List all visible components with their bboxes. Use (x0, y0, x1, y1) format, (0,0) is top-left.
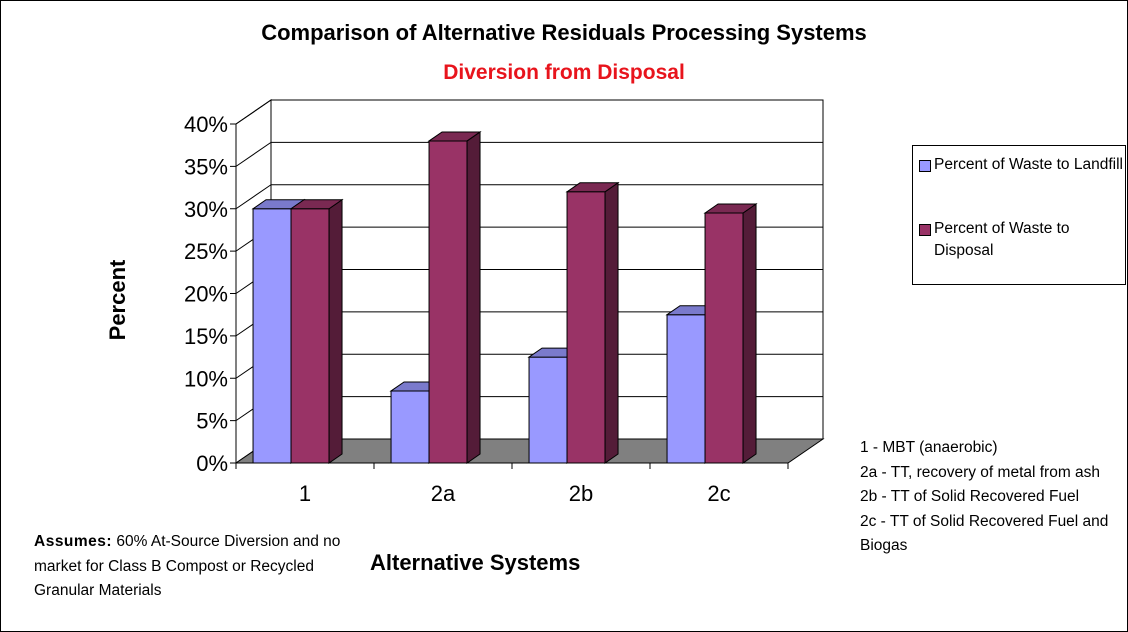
y-tick-label: 35% (184, 154, 228, 179)
x-axis-label: Alternative Systems (370, 550, 581, 575)
gridline-side (235, 141, 272, 167)
y-tick-label: 10% (184, 366, 228, 391)
gridline-side (235, 184, 272, 210)
bar-disposal-2a (427, 130, 482, 464)
bar-top (289, 199, 344, 210)
x-tick-label: 2c (707, 481, 730, 506)
legend-item-landfill: Percent of Waste to Landfill (919, 154, 1124, 176)
y-tick-label: 5% (196, 409, 228, 434)
y-tick-label: 25% (184, 239, 228, 264)
x-tick-label: 2a (431, 481, 456, 506)
bar-side (328, 198, 343, 464)
assumes-label: Assumes: (34, 533, 113, 550)
y-tick-label: 20% (184, 282, 228, 307)
bar-front (252, 208, 292, 464)
note-1: 1 - MBT (anaerobic) (860, 439, 998, 456)
x-tick-label: 1 (299, 481, 311, 506)
bar-disposal-2b (565, 181, 620, 464)
system-notes: 1 - MBT (anaerobic) 2a - TT, recovery of… (860, 436, 1122, 559)
assumes-text: 60% At-Source Diversion and no market fo… (34, 533, 341, 599)
assumptions-note: Assumes: 60% At-Source Diversion and no … (34, 530, 344, 604)
bar-front (428, 140, 468, 464)
y-tick-label: 15% (184, 324, 228, 349)
legend-swatch-disposal (919, 224, 931, 236)
y-tick-label: 40% (184, 112, 228, 137)
note-2a: 2a - TT, recovery of metal from ash (860, 463, 1101, 481)
chart-legend: Percent of Waste to Landfill Percent of … (912, 145, 1126, 285)
legend-label-disposal: Percent of Waste to Disposal (934, 220, 1070, 259)
bar-disposal-1 (289, 198, 344, 464)
bar-front (566, 191, 606, 464)
gridline-side (235, 99, 272, 125)
note-2c: 2c - TT of Solid Recovered Fuel and Biog… (860, 512, 1109, 555)
bar-front (528, 356, 568, 464)
bar-front (704, 212, 744, 464)
note-2b: 2b - TT of Solid Recovered Fuel (860, 488, 1080, 505)
bar-front (290, 208, 330, 464)
y-tick-label: 0% (196, 451, 228, 476)
bar-top (427, 131, 482, 142)
legend-swatch-landfill (919, 160, 931, 172)
y-axis-label: Percent (105, 259, 130, 341)
bar-front (666, 314, 706, 464)
x-tick-label: 2b (569, 481, 593, 506)
y-tick-label: 30% (184, 197, 228, 222)
chart-title: Comparison of Alternative Residuals Proc… (261, 20, 867, 45)
bar-disposal-2c (703, 203, 758, 464)
chart-subtitle: Diversion from Disposal (443, 61, 685, 84)
bar-side (604, 181, 619, 464)
bar-top (703, 203, 758, 214)
bar-top (565, 182, 620, 193)
bar-side (466, 130, 481, 464)
legend-item-disposal: Percent of Waste to Disposal (919, 218, 1124, 262)
legend-label-landfill: Percent of Waste to Landfill (934, 156, 1123, 173)
bar-front (390, 390, 430, 464)
bar-side (742, 203, 757, 464)
